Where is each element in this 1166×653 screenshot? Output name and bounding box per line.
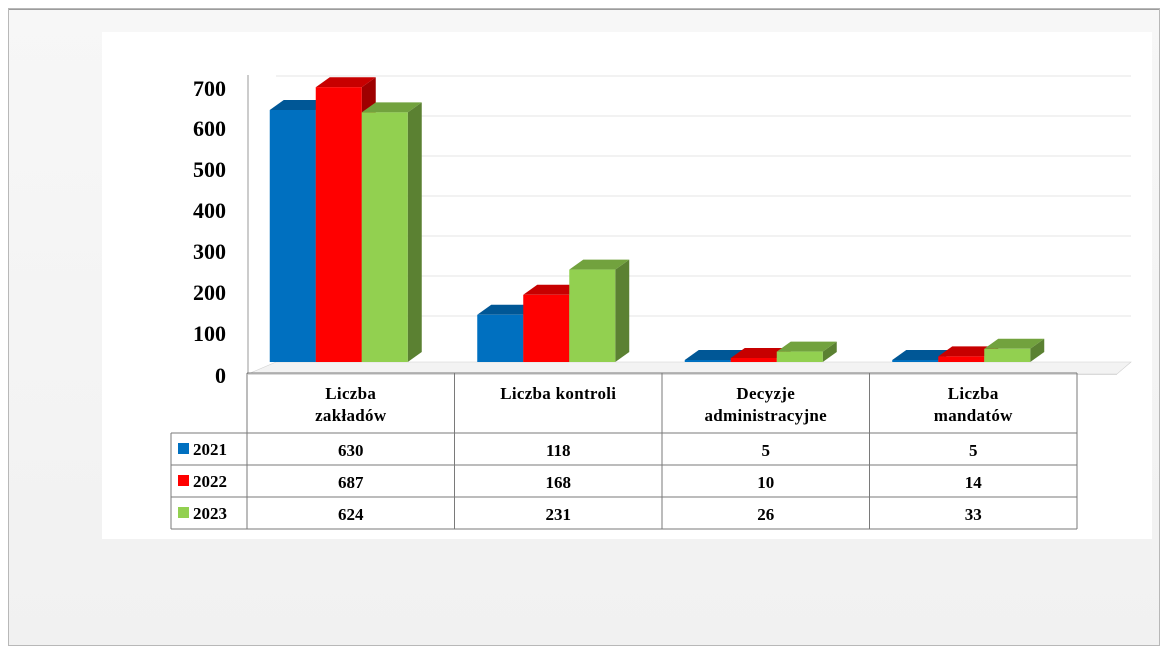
bar-2022 — [730, 358, 777, 362]
bar-top — [523, 284, 584, 295]
y-tick-label: 500 — [193, 157, 226, 182]
bar-top — [477, 304, 538, 315]
bar-side — [822, 341, 837, 362]
bar-side — [615, 259, 630, 362]
data-label: 630 — [338, 441, 364, 460]
legend-swatch-2023 — [178, 507, 189, 518]
bar-2023 — [569, 269, 616, 362]
frame-top-border — [9, 9, 1159, 10]
category-label: Liczba — [948, 384, 999, 403]
bar-top — [569, 259, 630, 270]
bar-side — [1030, 338, 1045, 362]
bar-side — [407, 102, 422, 363]
category-label: administracyjne — [704, 406, 827, 425]
y-tick-label: 400 — [193, 198, 226, 223]
plot-floor — [247, 361, 1132, 375]
data-label: 687 — [338, 473, 364, 492]
y-tick-label: 300 — [193, 239, 226, 264]
bar-2023 — [984, 348, 1031, 362]
bar-top — [984, 338, 1045, 349]
bar-2022 — [315, 87, 362, 362]
legend-label: 2023 — [193, 504, 227, 523]
category-label: Liczba — [325, 384, 376, 403]
legend-label: 2022 — [193, 472, 227, 491]
bar-2021 — [892, 360, 939, 362]
bar-top — [361, 102, 422, 113]
category-label: Liczba kontroli — [500, 384, 616, 403]
legend-swatch-2022 — [178, 475, 189, 486]
data-label: 5 — [762, 441, 771, 460]
bar-top — [938, 346, 999, 357]
bar-top — [269, 100, 330, 110]
data-label: 5 — [969, 441, 978, 460]
bar-2021 — [684, 360, 731, 362]
data-label: 118 — [546, 441, 571, 460]
legend-label: 2021 — [193, 440, 227, 459]
bar-2021 — [477, 314, 524, 362]
bar-2022 — [938, 356, 985, 362]
legend-swatch-2021 — [178, 443, 189, 454]
y-tick-label: 200 — [193, 280, 226, 305]
y-tick-label: 0 — [215, 363, 226, 388]
bar-top — [730, 348, 791, 358]
category-label: Decyzje — [736, 384, 795, 403]
data-label: 168 — [546, 473, 572, 492]
data-label: 33 — [965, 505, 982, 524]
data-label: 231 — [546, 505, 572, 524]
bar-2022 — [523, 294, 570, 362]
bar-top — [776, 341, 837, 352]
bar-top — [892, 350, 953, 360]
bar-2023 — [361, 112, 408, 363]
y-tick-label: 600 — [193, 116, 226, 141]
data-label: 26 — [757, 505, 774, 524]
bar-top — [684, 350, 745, 360]
bar-2023 — [776, 351, 823, 362]
bar-top — [315, 77, 376, 88]
y-tick-label: 100 — [193, 321, 226, 346]
category-label: mandatów — [934, 406, 1013, 425]
data-label: 624 — [338, 505, 364, 524]
category-label: zakładów — [315, 406, 387, 425]
bar-2021 — [269, 110, 316, 362]
data-label: 10 — [757, 473, 774, 492]
y-tick-label: 700 — [193, 76, 226, 101]
data-label: 14 — [965, 473, 983, 492]
